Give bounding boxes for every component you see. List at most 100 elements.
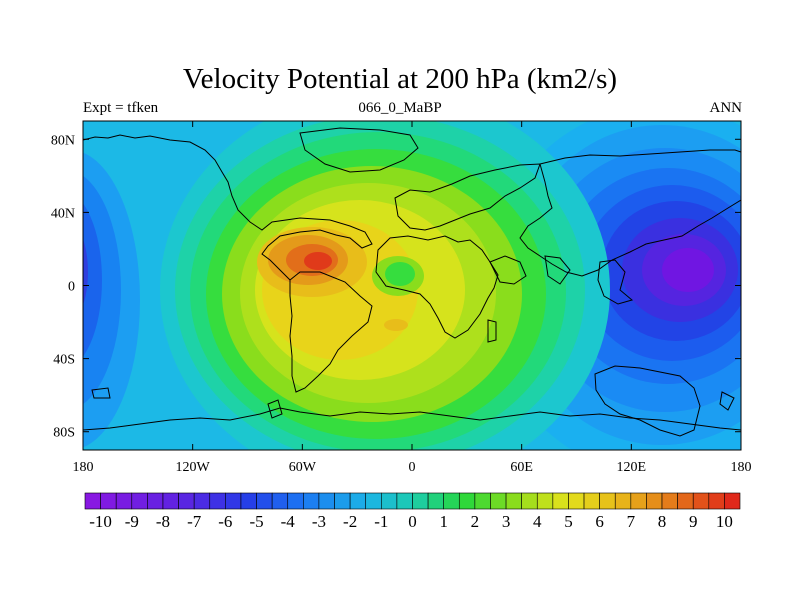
season-label: ANN — [709, 100, 743, 116]
colorbar-box — [225, 492, 242, 510]
colorbar-label: -6 — [218, 512, 232, 531]
coastlines — [83, 127, 741, 437]
colorbar-box — [521, 492, 538, 510]
colorbar-box — [599, 492, 616, 510]
colorbar-box — [630, 492, 647, 510]
colorbar-box — [614, 492, 632, 510]
positive-lobe — [160, 121, 610, 450]
colorbar-box — [287, 492, 304, 510]
south-america-coast — [289, 271, 373, 393]
colorbar-label: 9 — [689, 512, 698, 531]
colorbar-box — [568, 492, 585, 510]
colorbar-box — [474, 492, 491, 510]
y-tick-label: 80N — [51, 133, 75, 148]
colorbar-box — [100, 492, 117, 510]
colorbar-box — [162, 492, 179, 510]
colorbar-box — [490, 492, 507, 510]
india-coast — [544, 255, 571, 285]
colorbar-box — [427, 492, 444, 510]
colorbar-box — [131, 492, 148, 510]
colorbar-box — [84, 492, 101, 510]
colorbar-label: 7 — [627, 512, 636, 531]
west-negative-lobe — [83, 152, 140, 448]
pacific-island-coast — [91, 387, 111, 399]
colorbar-label: 5 — [564, 512, 573, 531]
colorbar: -10 -9 -8 -7 -6 -5 -4 -3 -2 -1 0 1 2 3 4 5 6 7 8 9 10 — [84, 492, 741, 531]
colorbar-box — [334, 492, 351, 510]
colorbar-label: 6 — [595, 512, 604, 531]
colorbar-label: -3 — [312, 512, 326, 531]
europe-north-coast — [394, 163, 541, 231]
x-tick-label: 60E — [510, 460, 533, 475]
colorbar-label: -9 — [125, 512, 139, 531]
case-label: 066_0_MaBP — [358, 100, 442, 116]
colorbar-label: -2 — [343, 512, 357, 531]
colorbar-box — [412, 492, 429, 510]
colorbar-box — [396, 492, 413, 510]
colorbar-label: -8 — [156, 512, 170, 531]
colorbar-label: -10 — [89, 512, 112, 531]
colorbar-label: 0 — [408, 512, 417, 531]
x-tick-label: 180 — [731, 460, 752, 475]
colorbar-box — [303, 492, 320, 510]
madagascar-coast — [487, 319, 497, 343]
colorbar-box — [536, 492, 554, 510]
asia-coast — [519, 149, 741, 277]
colorbar-label: 4 — [533, 512, 542, 531]
colorbar-box — [661, 492, 678, 510]
colorbar-label: 8 — [658, 512, 667, 531]
colorbar-box — [583, 492, 600, 510]
colorbar-label: -7 — [187, 512, 202, 531]
colorbar-box — [505, 492, 522, 510]
x-tick-label: 0 — [409, 460, 416, 475]
x-tick-label: 120E — [617, 460, 647, 475]
x-tick-label: 120W — [176, 460, 211, 475]
europe-africa-coast — [375, 235, 499, 339]
greenland-coast — [299, 127, 419, 173]
colorbar-box — [256, 492, 273, 510]
colorbar-box — [318, 492, 335, 510]
colorbar-box — [677, 492, 694, 510]
colorbar-box — [381, 492, 398, 510]
antarctica-coast — [83, 407, 741, 431]
colorbar-box — [271, 492, 289, 510]
colorbar-box — [209, 492, 226, 510]
colorbar-box — [178, 492, 195, 510]
colorbar-box — [458, 492, 476, 510]
colorbar-box — [646, 492, 663, 510]
antarctic-peninsula-coast — [267, 399, 283, 419]
colorbar-label: 10 — [716, 512, 733, 531]
experiment-label: Expt = tfken — [83, 100, 159, 116]
x-tick-label: 60W — [289, 460, 317, 475]
colorbar-box — [552, 492, 569, 510]
y-tick-label: 40N — [51, 206, 75, 221]
colorbar-box — [724, 492, 741, 510]
colorbar-box — [349, 492, 367, 510]
north-america-coast — [83, 134, 373, 281]
colorbar-box — [708, 492, 725, 510]
x-tick-label: 180 — [73, 460, 94, 475]
colorbar-box — [365, 492, 382, 510]
colorbar-box — [115, 492, 133, 510]
y-tick-label: 0 — [68, 280, 75, 295]
plot-title: Velocity Potential at 200 hPa (km2/s) — [182, 63, 618, 95]
colorbar-label: -1 — [374, 512, 388, 531]
contour-field — [83, 121, 741, 450]
colorbar-box — [193, 492, 211, 510]
y-tick-label: 80S — [53, 426, 75, 441]
colorbar-box — [692, 492, 710, 510]
colorbar-box — [443, 492, 460, 510]
colorbar-label: -5 — [249, 512, 263, 531]
arabia-coast — [489, 255, 527, 285]
y-tick-label: 40S — [53, 353, 75, 368]
axis-ticks: 180 120W 60W 0 60E 120E 180 80N 40N 0 40S 80S — [51, 121, 752, 475]
colorbar-label: 1 — [439, 512, 448, 531]
colorbar-box — [147, 492, 164, 510]
nz-coast — [719, 391, 735, 411]
colorbar-box — [240, 492, 257, 510]
colorbar-label: 2 — [471, 512, 480, 531]
colorbar-label: -4 — [281, 512, 296, 531]
se-asia-coast — [597, 259, 634, 305]
colorbar-label: 3 — [502, 512, 511, 531]
